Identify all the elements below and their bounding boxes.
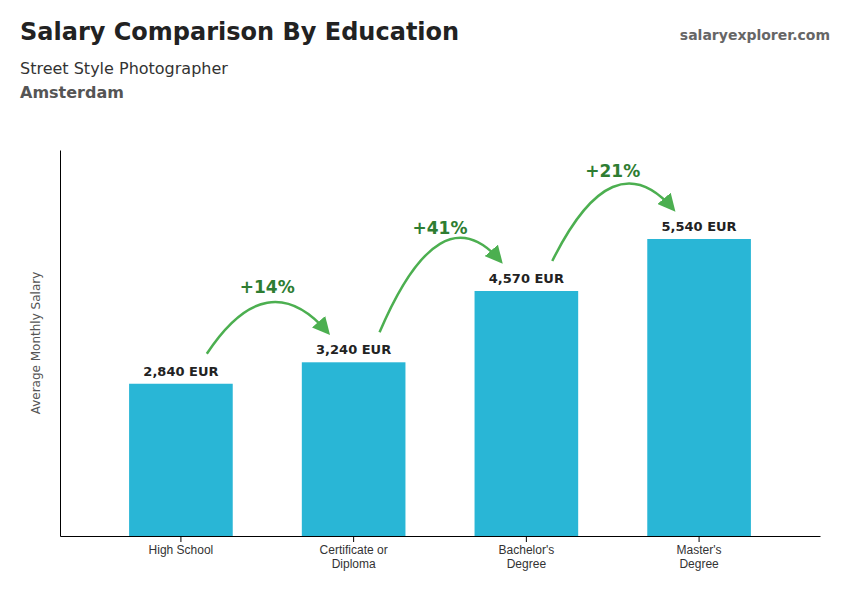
plot: High School Certificate orDiploma Bachelor… bbox=[61, 151, 821, 571]
x-tick-mark bbox=[353, 536, 354, 542]
bar bbox=[302, 362, 406, 536]
x-tick-mark bbox=[180, 536, 181, 542]
annotation: +41% bbox=[413, 218, 468, 238]
bar bbox=[475, 291, 579, 536]
x-tick: High School bbox=[149, 536, 214, 557]
data-label: 2,840 EUR bbox=[143, 364, 218, 379]
x-tick-label: Bachelor'sDegree bbox=[499, 543, 555, 571]
y-axis bbox=[60, 151, 61, 537]
subtitle: Amsterdam bbox=[20, 83, 124, 102]
arrow bbox=[552, 183, 673, 261]
data-label: 3,240 EUR bbox=[316, 342, 391, 357]
data-label: 5,540 EUR bbox=[662, 219, 737, 234]
annotation: +21% bbox=[585, 161, 640, 181]
arrow bbox=[380, 238, 501, 332]
x-axis-line bbox=[61, 536, 821, 537]
y-axis-label: Average Monthly Salary bbox=[29, 272, 43, 415]
x-axis: High School Certificate orDiploma Bachelor… bbox=[61, 536, 821, 571]
bar bbox=[647, 239, 751, 536]
annotations: +14% +41% +21% bbox=[207, 161, 673, 354]
bars bbox=[129, 239, 751, 536]
chart: Salary Comparison By Education salaryexpl… bbox=[0, 0, 850, 606]
x-tick: Certificate orDiploma bbox=[320, 536, 388, 571]
watermark: salaryexplorer.com bbox=[680, 27, 830, 43]
x-tick-label: Certificate orDiploma bbox=[320, 543, 388, 571]
x-tick-label: High School bbox=[149, 543, 214, 557]
data-labels: 2,840 EUR 3,240 EUR 4,570 EUR 5,540 EUR bbox=[143, 219, 736, 379]
x-tick: Bachelor'sDegree bbox=[499, 536, 555, 571]
bar bbox=[129, 384, 233, 536]
annotation: +14% bbox=[240, 277, 295, 297]
y-axis-line bbox=[60, 151, 61, 537]
title: Salary Comparison By Education bbox=[20, 18, 459, 46]
arrow bbox=[207, 302, 328, 354]
subtitle: Street Style Photographer bbox=[20, 59, 228, 78]
x-tick-mark bbox=[526, 536, 527, 542]
x-tick-label: Master'sDegree bbox=[677, 543, 722, 571]
x-tick-mark bbox=[699, 536, 700, 542]
x-tick: Master'sDegree bbox=[677, 536, 722, 571]
data-label: 4,570 EUR bbox=[489, 271, 564, 286]
